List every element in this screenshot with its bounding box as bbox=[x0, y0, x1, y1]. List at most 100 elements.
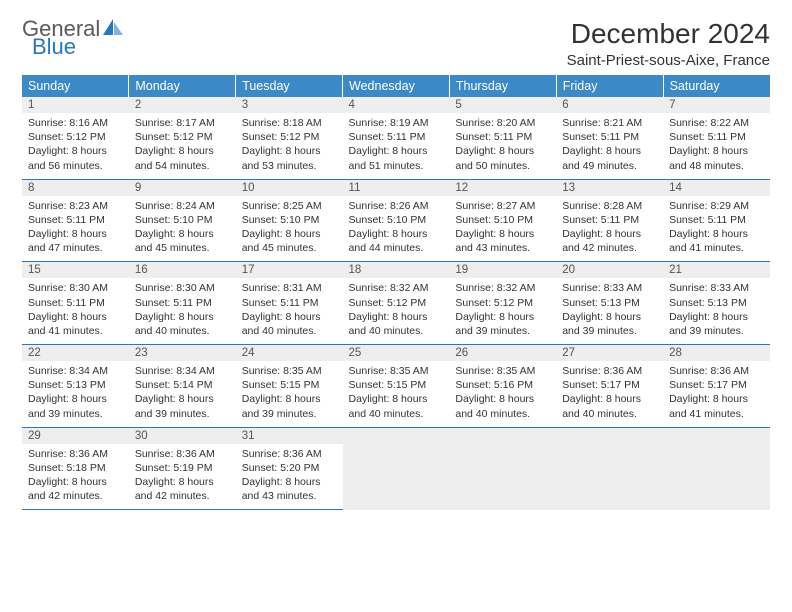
calendar-cell: 3Sunrise: 8:18 AMSunset: 5:12 PMDaylight… bbox=[236, 97, 343, 179]
brand-word2: Blue bbox=[32, 36, 124, 58]
day-line: Sunset: 5:19 PM bbox=[135, 461, 230, 475]
day-line: Sunset: 5:12 PM bbox=[28, 130, 123, 144]
day-details: Sunrise: 8:33 AMSunset: 5:13 PMDaylight:… bbox=[663, 278, 770, 344]
day-line: Daylight: 8 hours bbox=[669, 310, 764, 324]
day-line: Sunset: 5:10 PM bbox=[455, 213, 550, 227]
day-line: and 51 minutes. bbox=[349, 159, 444, 173]
day-line: Sunset: 5:11 PM bbox=[135, 296, 230, 310]
day-line: Sunset: 5:13 PM bbox=[562, 296, 657, 310]
day-line: Sunset: 5:17 PM bbox=[669, 378, 764, 392]
day-line: Sunrise: 8:27 AM bbox=[455, 199, 550, 213]
day-line: Sunrise: 8:26 AM bbox=[349, 199, 444, 213]
day-line: Sunrise: 8:32 AM bbox=[349, 281, 444, 295]
day-line: Daylight: 8 hours bbox=[455, 310, 550, 324]
day-line: Sunrise: 8:34 AM bbox=[28, 364, 123, 378]
day-line: Sunrise: 8:21 AM bbox=[562, 116, 657, 130]
day-number: 5 bbox=[449, 97, 556, 113]
brand-logo: General Blue bbox=[22, 18, 124, 58]
day-line: Sunrise: 8:36 AM bbox=[562, 364, 657, 378]
calendar-cell: 11Sunrise: 8:26 AMSunset: 5:10 PMDayligh… bbox=[343, 179, 450, 262]
calendar-table: Sunday Monday Tuesday Wednesday Thursday… bbox=[22, 75, 770, 510]
day-line: Sunrise: 8:18 AM bbox=[242, 116, 337, 130]
calendar-week-row: 22Sunrise: 8:34 AMSunset: 5:13 PMDayligh… bbox=[22, 345, 770, 428]
day-details: Sunrise: 8:18 AMSunset: 5:12 PMDaylight:… bbox=[236, 113, 343, 179]
day-details: Sunrise: 8:36 AMSunset: 5:17 PMDaylight:… bbox=[556, 361, 663, 427]
day-line: Sunset: 5:11 PM bbox=[28, 213, 123, 227]
day-details: Sunrise: 8:29 AMSunset: 5:11 PMDaylight:… bbox=[663, 196, 770, 262]
day-line: Daylight: 8 hours bbox=[135, 475, 230, 489]
day-details: Sunrise: 8:34 AMSunset: 5:14 PMDaylight:… bbox=[129, 361, 236, 427]
day-line: Sunrise: 8:31 AM bbox=[242, 281, 337, 295]
day-number: 26 bbox=[449, 345, 556, 361]
day-number: 13 bbox=[556, 180, 663, 196]
day-details: Sunrise: 8:28 AMSunset: 5:11 PMDaylight:… bbox=[556, 196, 663, 262]
day-details: Sunrise: 8:35 AMSunset: 5:16 PMDaylight:… bbox=[449, 361, 556, 427]
day-number: 31 bbox=[236, 428, 343, 444]
day-line: Daylight: 8 hours bbox=[455, 144, 550, 158]
day-number: 12 bbox=[449, 180, 556, 196]
day-details: Sunrise: 8:27 AMSunset: 5:10 PMDaylight:… bbox=[449, 196, 556, 262]
day-number: 6 bbox=[556, 97, 663, 113]
day-details: Sunrise: 8:34 AMSunset: 5:13 PMDaylight:… bbox=[22, 361, 129, 427]
day-line: Sunset: 5:14 PM bbox=[135, 378, 230, 392]
weekday-header: Monday bbox=[129, 75, 236, 97]
day-line: Daylight: 8 hours bbox=[669, 144, 764, 158]
day-number: 30 bbox=[129, 428, 236, 444]
day-details: Sunrise: 8:30 AMSunset: 5:11 PMDaylight:… bbox=[129, 278, 236, 344]
day-details: Sunrise: 8:32 AMSunset: 5:12 PMDaylight:… bbox=[343, 278, 450, 344]
day-line: Sunrise: 8:17 AM bbox=[135, 116, 230, 130]
day-line: Sunrise: 8:28 AM bbox=[562, 199, 657, 213]
day-number: 18 bbox=[343, 262, 450, 278]
calendar-cell: 31Sunrise: 8:36 AMSunset: 5:20 PMDayligh… bbox=[236, 427, 343, 510]
day-line: Daylight: 8 hours bbox=[455, 392, 550, 406]
calendar-cell: 4Sunrise: 8:19 AMSunset: 5:11 PMDaylight… bbox=[343, 97, 450, 179]
day-details: Sunrise: 8:22 AMSunset: 5:11 PMDaylight:… bbox=[663, 113, 770, 179]
calendar-cell: 24Sunrise: 8:35 AMSunset: 5:15 PMDayligh… bbox=[236, 345, 343, 428]
day-line: Sunset: 5:11 PM bbox=[242, 296, 337, 310]
day-line: Sunset: 5:12 PM bbox=[455, 296, 550, 310]
day-line: and 41 minutes. bbox=[669, 407, 764, 421]
day-line: Sunset: 5:10 PM bbox=[349, 213, 444, 227]
weekday-header: Tuesday bbox=[236, 75, 343, 97]
day-line: Sunrise: 8:36 AM bbox=[28, 447, 123, 461]
day-line: and 43 minutes. bbox=[455, 241, 550, 255]
day-number: 25 bbox=[343, 345, 450, 361]
calendar-cell bbox=[449, 427, 556, 510]
calendar-cell: 27Sunrise: 8:36 AMSunset: 5:17 PMDayligh… bbox=[556, 345, 663, 428]
header: General Blue December 2024 Saint-Priest-… bbox=[22, 18, 770, 69]
day-number: 27 bbox=[556, 345, 663, 361]
day-line: and 40 minutes. bbox=[135, 324, 230, 338]
day-line: Sunset: 5:10 PM bbox=[135, 213, 230, 227]
day-line: Daylight: 8 hours bbox=[562, 227, 657, 241]
day-number: 22 bbox=[22, 345, 129, 361]
day-line: Sunrise: 8:30 AM bbox=[135, 281, 230, 295]
day-details: Sunrise: 8:20 AMSunset: 5:11 PMDaylight:… bbox=[449, 113, 556, 179]
calendar-cell bbox=[343, 427, 450, 510]
calendar-cell bbox=[663, 427, 770, 510]
day-line: Sunrise: 8:33 AM bbox=[562, 281, 657, 295]
day-number: 10 bbox=[236, 180, 343, 196]
day-line: Sunset: 5:15 PM bbox=[242, 378, 337, 392]
day-details: Sunrise: 8:33 AMSunset: 5:13 PMDaylight:… bbox=[556, 278, 663, 344]
weekday-header: Sunday bbox=[22, 75, 129, 97]
day-line: and 40 minutes. bbox=[455, 407, 550, 421]
day-line: Sunset: 5:11 PM bbox=[349, 130, 444, 144]
day-line: and 42 minutes. bbox=[28, 489, 123, 503]
day-number: 16 bbox=[129, 262, 236, 278]
day-line: and 45 minutes. bbox=[242, 241, 337, 255]
calendar-cell: 25Sunrise: 8:35 AMSunset: 5:15 PMDayligh… bbox=[343, 345, 450, 428]
calendar-cell: 15Sunrise: 8:30 AMSunset: 5:11 PMDayligh… bbox=[22, 262, 129, 345]
calendar-cell: 26Sunrise: 8:35 AMSunset: 5:16 PMDayligh… bbox=[449, 345, 556, 428]
day-line: and 42 minutes. bbox=[135, 489, 230, 503]
calendar-cell: 20Sunrise: 8:33 AMSunset: 5:13 PMDayligh… bbox=[556, 262, 663, 345]
day-line: Sunrise: 8:24 AM bbox=[135, 199, 230, 213]
day-line: Daylight: 8 hours bbox=[135, 392, 230, 406]
calendar-cell: 14Sunrise: 8:29 AMSunset: 5:11 PMDayligh… bbox=[663, 179, 770, 262]
calendar-cell: 16Sunrise: 8:30 AMSunset: 5:11 PMDayligh… bbox=[129, 262, 236, 345]
calendar-week-row: 1Sunrise: 8:16 AMSunset: 5:12 PMDaylight… bbox=[22, 97, 770, 179]
day-line: Sunrise: 8:36 AM bbox=[669, 364, 764, 378]
day-line: and 43 minutes. bbox=[242, 489, 337, 503]
day-line: Sunset: 5:12 PM bbox=[349, 296, 444, 310]
day-details: Sunrise: 8:31 AMSunset: 5:11 PMDaylight:… bbox=[236, 278, 343, 344]
calendar-cell: 30Sunrise: 8:36 AMSunset: 5:19 PMDayligh… bbox=[129, 427, 236, 510]
